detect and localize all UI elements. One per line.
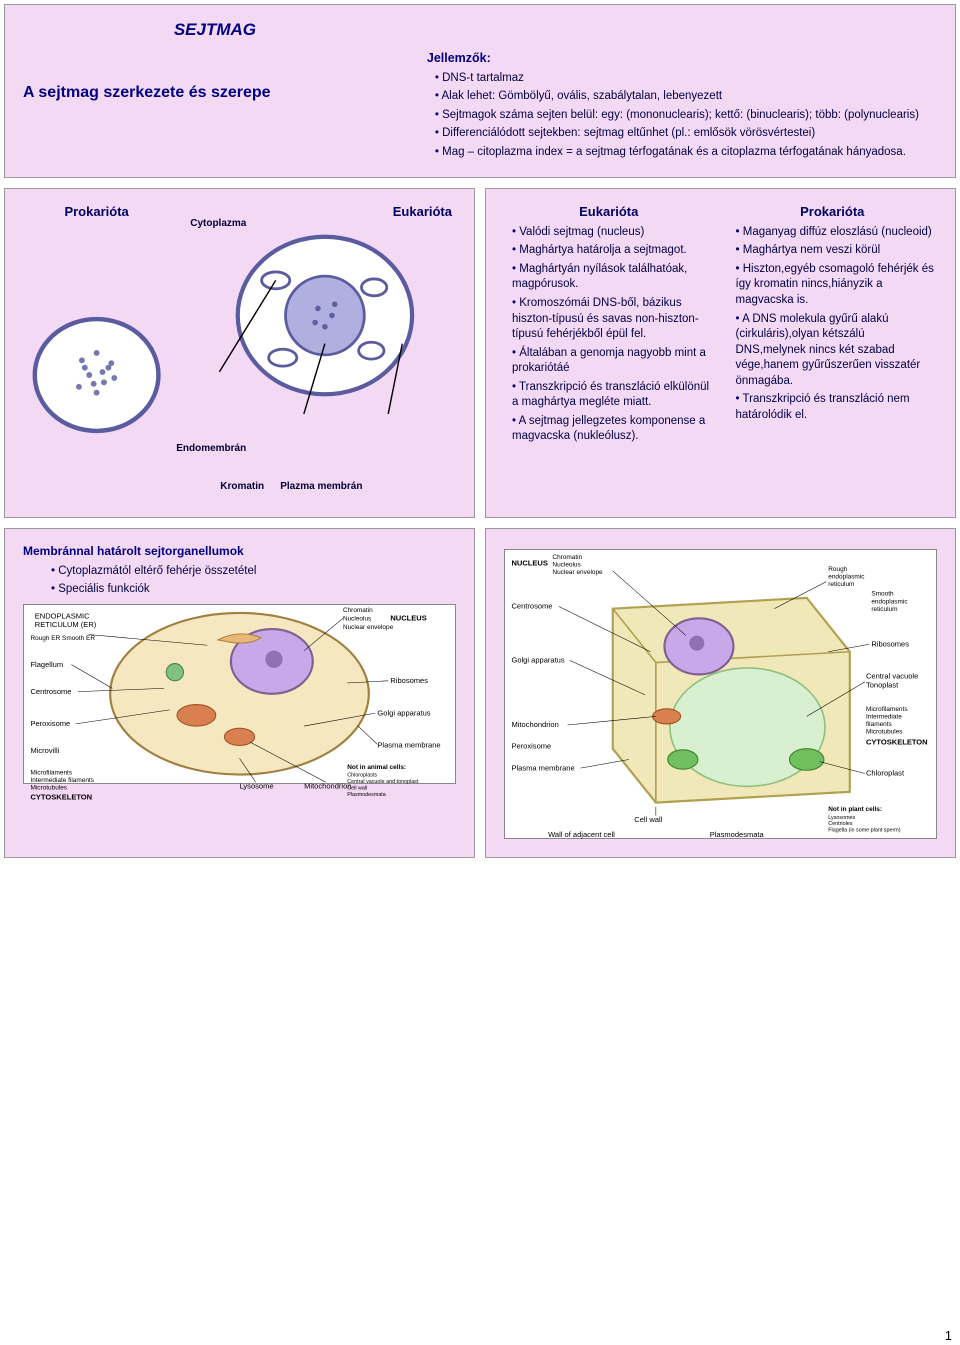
list-item: Differenciálódott sejtekben: sejtmag elt…: [435, 126, 937, 142]
slide1-right-heading: Jellemzők:: [427, 50, 937, 67]
svg-text:Centrosome: Centrosome: [30, 687, 71, 696]
svg-text:Centrioles: Centrioles: [828, 821, 853, 827]
animal-cell-diagram: ENDOPLASMIC RETICULUM (ER) Rough ER Smoo…: [23, 604, 456, 784]
list-item: Transzkripció és transzláció nem határol…: [736, 392, 938, 423]
svg-text:NUCLEUS: NUCLEUS: [390, 613, 426, 622]
svg-text:Centrosome: Centrosome: [511, 601, 552, 610]
svg-text:Plasma membrane: Plasma membrane: [511, 763, 574, 772]
slide4-heading: Membránnal határolt sejtorganellumok: [23, 543, 456, 559]
svg-text:Chromatin: Chromatin: [552, 554, 582, 561]
svg-text:Cell wall: Cell wall: [347, 786, 367, 792]
svg-text:Nucleolus: Nucleolus: [343, 615, 371, 622]
slide-pro-eu-diagram: Prokarióta Eukarióta Cytoplazma: [4, 188, 475, 518]
list-item: Cytoplazmától eltérő fehérje összetétel: [51, 564, 456, 580]
svg-text:Intermediate filaments: Intermediate filaments: [30, 777, 93, 784]
svg-text:Golgi apparatus: Golgi apparatus: [511, 655, 564, 664]
svg-text:Plasmodesmata: Plasmodesmata: [710, 830, 765, 839]
svg-text:Peroxisome: Peroxisome: [30, 719, 70, 728]
list-item: A sejtmag jellegzetes komponense a magva…: [512, 414, 714, 445]
slide1-bullets: DNS-t tartalmaz Alak lehet: Gömbölyű, ov…: [427, 71, 937, 161]
eukariota-label: Eukarióta: [393, 203, 452, 221]
svg-text:CYTOSKELETON: CYTOSKELETON: [30, 792, 92, 801]
svg-text:Microfilaments: Microfilaments: [30, 769, 72, 776]
svg-text:Intermediate: Intermediate: [866, 713, 902, 720]
svg-text:Not in plant cells:: Not in plant cells:: [828, 806, 882, 813]
slide-title: SEJTMAG: [23, 19, 407, 42]
svg-text:Ribosomes: Ribosomes: [390, 676, 428, 685]
list-item: Maghártya határolja a sejtmagot.: [512, 243, 714, 259]
svg-text:Microfilaments: Microfilaments: [866, 706, 908, 713]
eukariota-heading: Eukarióta: [504, 203, 714, 221]
list-item: Maghártya nem veszi körül: [736, 243, 938, 259]
svg-text:filaments: filaments: [866, 721, 892, 728]
svg-text:Rough: Rough: [828, 565, 847, 572]
slide-comparison: Eukarióta Valódi sejtmag (nucleus) Maghá…: [485, 188, 956, 518]
animal-cell-icon: ENDOPLASMIC RETICULUM (ER) Rough ER Smoo…: [24, 586, 455, 802]
list-item: Alak lehet: Gömbölyű, ovális, szabálytal…: [435, 89, 937, 105]
svg-text:CYTOSKELETON: CYTOSKELETON: [866, 737, 928, 746]
svg-text:Smooth: Smooth: [871, 590, 894, 597]
slide1-left-heading: A sejtmag szerkezete és szerepe: [23, 82, 407, 104]
slide-animal-cell: Membránnal határolt sejtorganellumok Cyt…: [4, 528, 475, 858]
svg-text:Ribosomes: Ribosomes: [871, 639, 909, 648]
svg-text:Chloroplast: Chloroplast: [866, 768, 905, 777]
plazma-membran-label: Plazma membrán: [280, 480, 362, 494]
list-item: Maganyag diffúz eloszlású (nucleoid): [736, 225, 938, 241]
list-item: Transzkripció és transzláció elkülönül a…: [512, 380, 714, 411]
list-item: Valódi sejtmag (nucleus): [512, 225, 714, 241]
svg-text:RETICULUM (ER): RETICULUM (ER): [35, 620, 97, 629]
svg-text:Microtubules: Microtubules: [30, 785, 67, 792]
list-item: Mag – citoplazma index = a sejtmag térfo…: [435, 145, 937, 161]
list-item: Sejtmagok száma sejten belül: egy: (mono…: [435, 108, 937, 124]
svg-text:Lysosomes: Lysosomes: [828, 814, 855, 820]
svg-text:Chromatin: Chromatin: [343, 607, 373, 614]
svg-text:Chloroplasts: Chloroplasts: [347, 773, 377, 779]
svg-text:Nucleolus: Nucleolus: [552, 561, 580, 568]
endomembran-label: Endomembrán: [176, 442, 246, 456]
svg-text:Peroxisome: Peroxisome: [511, 741, 551, 750]
svg-text:NUCLEUS: NUCLEUS: [511, 558, 547, 567]
list-item: Hiszton,egyéb csomagoló fehérjék és így …: [736, 262, 938, 309]
svg-text:Mitochondrion: Mitochondrion: [511, 720, 558, 729]
slide-plant-cell: NUCLEUS Chromatin Nucleolus Nuclear enve…: [485, 528, 956, 858]
svg-text:Microvilli: Microvilli: [30, 746, 59, 755]
svg-text:Lysosome: Lysosome: [240, 781, 274, 790]
svg-text:Microtubules: Microtubules: [866, 728, 903, 735]
svg-text:Tonoplast: Tonoplast: [866, 680, 899, 689]
svg-text:Cell wall: Cell wall: [634, 815, 662, 824]
svg-text:Not in animal cells:: Not in animal cells:: [347, 764, 406, 771]
plant-cell-icon: NUCLEUS Chromatin Nucleolus Nuclear enve…: [505, 544, 936, 846]
eukaryote-icon: [180, 203, 456, 428]
prokariota-heading: Prokarióta: [728, 203, 938, 221]
svg-text:Plasmodesmata: Plasmodesmata: [347, 792, 386, 798]
svg-text:Rough ER Smooth ER: Rough ER Smooth ER: [30, 635, 95, 642]
list-item: Maghártyán nyílások találhatóak, magpóru…: [512, 262, 714, 293]
kromatin-label: Kromatin: [220, 480, 264, 494]
svg-text:Mitochondrion: Mitochondrion: [304, 781, 351, 790]
page-number: 1: [945, 1328, 952, 1343]
svg-text:Golgi apparatus: Golgi apparatus: [377, 708, 430, 717]
svg-text:endoplasmic: endoplasmic: [871, 598, 908, 605]
svg-text:reticulum: reticulum: [828, 581, 854, 588]
list-item: Kromoszómái DNS-ből, bázikus hiszton-típ…: [512, 296, 714, 343]
svg-text:Nuclear envelope: Nuclear envelope: [343, 624, 394, 631]
svg-text:Flagella (in some plant sperm): Flagella (in some plant sperm): [828, 827, 901, 833]
prokariota-bullets: Maganyag diffúz eloszlású (nucleoid) Mag…: [728, 225, 938, 423]
svg-text:Central vacuole and tonoplast: Central vacuole and tonoplast: [347, 779, 419, 785]
list-item: DNS-t tartalmaz: [435, 71, 937, 87]
svg-text:Wall of adjacent cell: Wall of adjacent cell: [548, 830, 615, 839]
cytoplazma-label: Cytoplazma: [190, 217, 246, 231]
prokaryote-icon: [23, 225, 170, 525]
svg-text:Nuclear envelope: Nuclear envelope: [552, 569, 603, 576]
slide-sejtmag-overview: SEJTMAG A sejtmag szerkezete és szerepe …: [4, 4, 956, 178]
prokariota-label: Prokarióta: [23, 203, 170, 221]
svg-text:Plasma membrane: Plasma membrane: [377, 740, 440, 749]
svg-text:reticulum: reticulum: [871, 605, 897, 612]
list-item: A DNS molekula gyűrű alakú (cirkuláris),…: [736, 312, 938, 390]
eukariota-bullets: Valódi sejtmag (nucleus) Maghártya határ…: [504, 225, 714, 445]
svg-text:endoplasmic: endoplasmic: [828, 573, 865, 580]
plant-cell-diagram: NUCLEUS Chromatin Nucleolus Nuclear enve…: [504, 549, 937, 839]
list-item: Általában a genomja nagyobb mint a proka…: [512, 346, 714, 377]
svg-text:Flagellum: Flagellum: [30, 660, 63, 669]
